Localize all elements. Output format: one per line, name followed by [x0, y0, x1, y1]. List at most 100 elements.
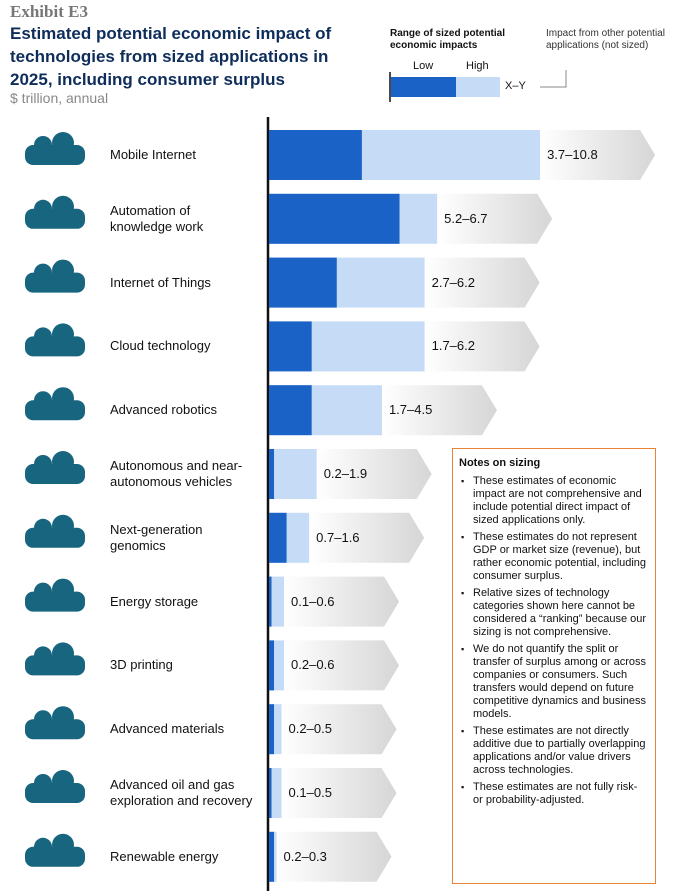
other-impact-arrow — [281, 768, 397, 818]
icon-shape — [52, 833, 74, 856]
legend-connector — [540, 70, 567, 88]
value-label: 3.7–10.8 — [547, 147, 598, 162]
other-impact-arrow — [540, 130, 656, 180]
other-impact-arrow — [284, 640, 400, 691]
icon-shape — [34, 710, 52, 729]
value-label: 0.7–1.6 — [316, 529, 360, 545]
icon-shape — [34, 327, 52, 346]
icon-shape — [34, 455, 52, 473]
icon — [25, 132, 85, 165]
other-impact-arrow — [309, 512, 425, 563]
icon-shape — [52, 514, 74, 537]
notes-title: Notes on sizing — [459, 457, 541, 469]
chart-subtitle: $ trillion, annual — [10, 90, 109, 106]
category-label: Automation of knowledge work — [110, 202, 204, 234]
icon-shape — [34, 263, 52, 282]
note-item: These estimates are not fully risk- or p… — [459, 781, 649, 807]
category-label: 3D printing — [110, 657, 173, 673]
other-impact-arrow — [316, 449, 432, 499]
icon-shape — [34, 774, 52, 792]
icon — [25, 833, 85, 867]
chart-title: Estimated potential economic impact of t… — [10, 24, 332, 89]
legend-sample-label: X–Y — [505, 80, 526, 92]
value-label: 5.2–6.7 — [444, 210, 488, 226]
icon — [25, 387, 85, 421]
icon — [25, 195, 85, 229]
icon-shape — [34, 518, 52, 537]
bar-low — [269, 576, 272, 627]
value-label: 0.2–0.5 — [288, 721, 332, 737]
bar-low — [269, 768, 272, 818]
icon-shape — [34, 837, 52, 856]
bar-low — [269, 640, 275, 691]
icon-shape — [52, 323, 74, 346]
note-item: Relative sizes of technology categories … — [459, 587, 649, 639]
bar-low — [269, 512, 287, 563]
icon — [25, 578, 85, 612]
value-label: 0.2–0.3 — [283, 848, 327, 864]
note-item: These estimates do not represent GDP or … — [459, 531, 649, 583]
bar-low — [269, 257, 337, 308]
category-label: Renewable energy — [110, 848, 219, 864]
icon-shape — [52, 706, 74, 729]
bar-low — [269, 704, 275, 755]
icon — [25, 514, 85, 548]
icon — [25, 770, 85, 803]
other-impact-arrow — [381, 385, 497, 436]
value-label: 0.2–0.6 — [291, 657, 335, 673]
other-impact-arrow — [276, 831, 392, 882]
icon-shape — [34, 391, 52, 410]
bar-low — [269, 385, 312, 436]
icon-shape — [34, 582, 52, 601]
legend-swatch — [456, 77, 500, 97]
icon — [25, 706, 85, 740]
category-label: Advanced robotics — [110, 402, 217, 418]
icon — [25, 642, 85, 676]
icon-shape — [52, 642, 74, 665]
other-impact-arrow — [284, 576, 400, 627]
category-label: Energy storage — [110, 593, 199, 609]
icon — [25, 451, 85, 484]
category-label: Cloud technology — [110, 338, 211, 354]
icon-shape — [52, 132, 74, 154]
legend-swatch — [391, 77, 456, 97]
other-impact-arrow — [281, 704, 397, 755]
value-label: 0.1–0.6 — [291, 593, 335, 609]
value-label: 1.7–4.5 — [388, 402, 433, 418]
legend-entry: High — [466, 60, 489, 72]
icon-shape — [52, 387, 74, 410]
legend-title: Range of sized potential economic impact… — [390, 28, 506, 51]
value-label: 2.7–6.2 — [431, 274, 475, 290]
note-item: These estimates of economic impact are n… — [459, 475, 649, 527]
exhibit-label: Exhibit E3 — [10, 2, 88, 21]
category-label: Mobile Internet — [110, 147, 196, 162]
notes-box: Notes on sizing These estimates of econo… — [452, 448, 656, 884]
other-impact-arrow — [424, 257, 540, 308]
icon-shape — [34, 199, 52, 218]
legend-entry: Low — [413, 60, 434, 72]
other-impact-arrow — [424, 321, 540, 372]
category-label: Autonomous and near- autonomous vehicles — [110, 458, 243, 489]
icon-shape — [34, 646, 52, 665]
icon-shape — [52, 770, 74, 792]
category-label: Internet of Things — [110, 274, 211, 290]
bar-low — [269, 831, 275, 882]
icon — [25, 259, 85, 293]
category-label: Advanced oil and gas exploration and rec… — [110, 777, 253, 808]
bar-low — [269, 449, 275, 499]
bar-high — [269, 576, 285, 627]
other-impact-arrow — [437, 193, 553, 244]
note-item: We do not quantify the split or transfer… — [459, 643, 649, 721]
icon-shape — [52, 195, 74, 218]
icon-shape — [52, 578, 74, 601]
bar-high — [269, 449, 317, 499]
category-label: Advanced materials — [110, 721, 225, 737]
category-label: Next-generation genomics — [110, 521, 203, 553]
note-item: These estimates are not directly additiv… — [459, 725, 649, 777]
value-label: 0.1–0.5 — [288, 785, 332, 800]
bar-low — [269, 130, 362, 180]
value-label: 0.2–1.9 — [323, 466, 368, 481]
icon-shape — [34, 136, 52, 154]
